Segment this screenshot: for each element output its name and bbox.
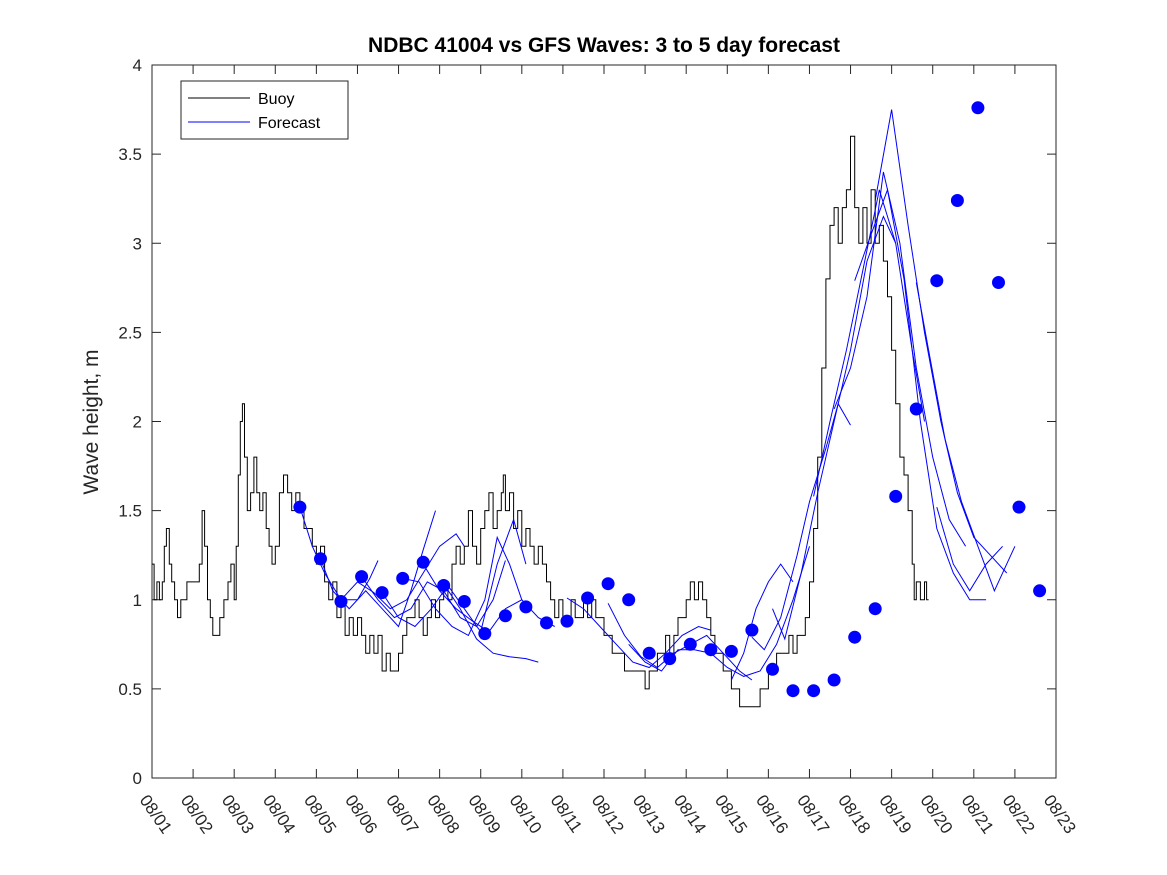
x-tick-label: 08/01: [136, 791, 176, 837]
x-tick-label: 08/20: [916, 791, 956, 837]
x-tick-label: 08/03: [218, 791, 258, 837]
x-tick-label: 08/12: [588, 791, 628, 837]
forecast-series-line: [443, 583, 539, 663]
forecast-series-line: [402, 535, 523, 637]
x-tick-label: 08/11: [547, 791, 586, 836]
forecast-series-line: [772, 215, 897, 641]
x-tick-label: 08/22: [999, 791, 1039, 837]
x-tick-label: 08/23: [1040, 791, 1080, 837]
forecast-marker: [355, 570, 369, 584]
forecast-series-line: [730, 563, 794, 681]
x-tick-label: 08/14: [670, 791, 710, 837]
y-tick-label: 3: [133, 234, 142, 253]
forecast-marker: [786, 684, 800, 698]
x-tick-label: 08/18: [834, 791, 874, 837]
forecast-series-line: [381, 517, 527, 633]
y-tick-label: 4: [133, 56, 142, 75]
x-tick-label: 08/09: [464, 791, 504, 837]
forecast-marker: [848, 630, 862, 644]
x-tick-label: 08/19: [875, 791, 915, 837]
forecast-marker: [375, 586, 389, 600]
x-tick-label: 08/13: [629, 791, 669, 837]
x-tick-label: 08/04: [259, 791, 299, 837]
forecast-series-line: [813, 189, 925, 497]
chart-title: NDBC 41004 vs GFS Waves: 3 to 5 day fore…: [368, 34, 840, 57]
y-tick-label: 1: [133, 591, 142, 610]
y-tick-label: 0: [133, 769, 142, 788]
legend-label-buoy: Buoy: [258, 91, 294, 108]
x-tick-label: 08/21: [958, 791, 998, 837]
x-tick-label: 08/10: [506, 791, 546, 837]
forecast-marker: [437, 579, 451, 592]
x-tick-label: 08/15: [711, 791, 751, 837]
forecast-marker: [519, 600, 533, 614]
forecast-marker: [766, 662, 779, 676]
forecast-marker: [950, 194, 964, 207]
forecast-marker: [827, 673, 841, 687]
axes-box: [151, 64, 1057, 779]
forecast-marker: [704, 643, 718, 657]
forecast-series-line: [628, 546, 810, 677]
forecast-marker: [745, 623, 759, 637]
forecast-marker: [1033, 584, 1047, 598]
x-tick-label: 08/05: [300, 791, 340, 837]
y-tick-label: 3.5: [118, 145, 142, 164]
forecast-marker: [498, 609, 512, 623]
forecast-series-line: [340, 533, 465, 610]
x-tick-label: 08/07: [382, 791, 422, 837]
buoy-series-line: [152, 135, 929, 708]
forecast-marker: [663, 652, 677, 666]
forecast-marker: [560, 614, 574, 628]
forecast-marker: [581, 591, 595, 605]
forecast-marker: [909, 402, 923, 416]
forecast-series-line: [833, 171, 967, 547]
forecast-marker: [540, 616, 553, 630]
x-tick-label: 08/08: [423, 791, 463, 837]
forecast-marker: [889, 489, 903, 503]
forecast-marker: [293, 500, 307, 514]
forecast-marker: [724, 644, 738, 658]
forecast-series-line: [566, 597, 711, 669]
x-tick-label: 08/06: [341, 791, 381, 837]
forecast-marker: [992, 276, 1005, 289]
forecast-marker: [416, 555, 430, 569]
forecast-marker: [457, 595, 471, 608]
forecast-series-line: [936, 506, 1003, 592]
legend-box: [180, 80, 349, 140]
forecast-marker: [971, 101, 985, 115]
forecast-series-line: [874, 109, 1008, 574]
forecast-marker: [1012, 500, 1026, 514]
y-tick-label: 1.5: [118, 502, 142, 521]
forecast-marker: [807, 684, 821, 698]
forecast-marker: [642, 646, 656, 660]
forecast-marker: [396, 571, 410, 585]
y-axis-label: Wave height, m: [80, 349, 103, 494]
forecast-marker: [683, 637, 697, 651]
forecast-marker: [868, 602, 882, 616]
forecast-series-line: [854, 187, 987, 601]
forecast-series-line: [607, 603, 753, 681]
forecast-marker: [601, 577, 615, 591]
series-group: [152, 101, 1047, 708]
y-tick-label: 2: [133, 413, 142, 432]
forecast-marker: [930, 274, 944, 288]
forecast-marker: [622, 593, 636, 607]
y-tick-label: 2.5: [118, 323, 142, 342]
x-tick-label: 08/16: [752, 791, 792, 837]
forecast-series-line: [915, 282, 1016, 593]
x-tick-label: 08/02: [177, 791, 217, 837]
legend-label-forecast: Forecast: [258, 115, 321, 132]
forecast-marker: [478, 627, 492, 641]
x-tick-label: 08/17: [793, 791, 833, 837]
legend: Buoy Forecast: [180, 80, 349, 140]
y-tick-label: 0.5: [118, 680, 142, 699]
forecast-marker: [314, 552, 327, 566]
forecast-marker: [334, 595, 348, 608]
